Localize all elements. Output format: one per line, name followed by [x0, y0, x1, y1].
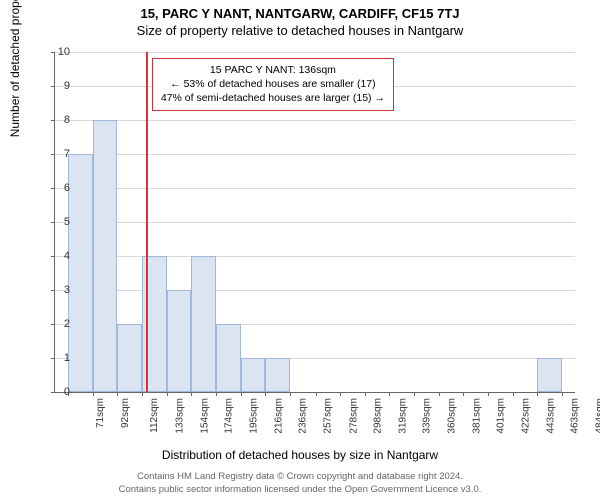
y-tick-label: 4: [40, 250, 70, 262]
y-tick-label: 1: [40, 352, 70, 364]
footer-line-2: Contains public sector information licen…: [0, 484, 600, 496]
x-tick-mark: [513, 392, 514, 396]
x-tick-label: 443sqm: [545, 398, 556, 434]
gridline: [55, 188, 575, 189]
x-tick-label: 257sqm: [323, 398, 334, 434]
x-tick-label: 339sqm: [421, 398, 432, 434]
annotation-line: 47% of semi-detached houses are larger (…: [161, 91, 385, 105]
chart-title-sub: Size of property relative to detached ho…: [0, 21, 600, 38]
x-tick-mark: [93, 392, 94, 396]
y-tick-label: 7: [40, 148, 70, 160]
x-tick-label: 319sqm: [397, 398, 408, 434]
x-tick-mark: [117, 392, 118, 396]
x-tick-mark: [537, 392, 538, 396]
x-tick-label: 112sqm: [149, 398, 160, 433]
y-tick-label: 2: [40, 318, 70, 330]
x-tick-mark: [241, 392, 242, 396]
histogram-bar: [537, 358, 562, 392]
x-tick-mark: [414, 392, 415, 396]
x-tick-label: 484sqm: [594, 398, 600, 434]
x-tick-label: 216sqm: [274, 398, 285, 434]
x-tick-mark: [167, 392, 168, 396]
reference-line: [146, 52, 148, 392]
histogram-bar: [241, 358, 265, 392]
footer-attribution: Contains HM Land Registry data © Crown c…: [0, 471, 600, 496]
y-tick-label: 10: [40, 46, 70, 58]
x-tick-mark: [265, 392, 266, 396]
x-tick-label: 195sqm: [249, 398, 260, 434]
plot-area: 71sqm92sqm112sqm133sqm154sqm174sqm195sqm…: [54, 52, 575, 393]
gridline: [55, 120, 575, 121]
histogram-bar: [117, 324, 142, 392]
x-tick-label: 360sqm: [446, 398, 457, 434]
x-tick-mark: [142, 392, 143, 396]
histogram-bar: [191, 256, 216, 392]
gridline: [55, 52, 575, 53]
histogram-bar: [167, 290, 191, 392]
y-tick-label: 5: [40, 216, 70, 228]
x-tick-mark: [340, 392, 341, 396]
y-tick-label: 3: [40, 284, 70, 296]
gridline: [55, 290, 575, 291]
gridline: [55, 222, 575, 223]
histogram-bar: [265, 358, 290, 392]
x-tick-label: 133sqm: [175, 398, 186, 434]
x-tick-mark: [389, 392, 390, 396]
x-tick-label: 92sqm: [120, 398, 131, 428]
x-tick-label: 236sqm: [298, 398, 309, 434]
x-tick-label: 154sqm: [200, 398, 211, 434]
histogram-bar: [216, 324, 241, 392]
y-axis-label: Number of detached properties: [8, 0, 22, 137]
y-tick-label: 8: [40, 114, 70, 126]
histogram-bar: [68, 154, 93, 392]
annotation-line: ← 53% of detached houses are smaller (17…: [161, 77, 385, 91]
x-tick-mark: [290, 392, 291, 396]
x-tick-label: 422sqm: [520, 398, 531, 434]
annotation-box: 15 PARC Y NANT: 136sqm← 53% of detached …: [152, 58, 394, 111]
footer-line-1: Contains HM Land Registry data © Crown c…: [0, 471, 600, 483]
x-tick-label: 71sqm: [95, 398, 106, 428]
x-tick-mark: [488, 392, 489, 396]
x-tick-label: 174sqm: [224, 398, 235, 434]
chart-title-main: 15, PARC Y NANT, NANTGARW, CARDIFF, CF15…: [0, 0, 600, 21]
gridline: [55, 256, 575, 257]
x-tick-mark: [439, 392, 440, 396]
y-tick-label: 9: [40, 80, 70, 92]
annotation-line: 15 PARC Y NANT: 136sqm: [161, 63, 385, 77]
x-tick-mark: [463, 392, 464, 396]
x-tick-label: 401sqm: [495, 398, 506, 434]
x-tick-label: 463sqm: [569, 398, 580, 434]
chart-container: 15, PARC Y NANT, NANTGARW, CARDIFF, CF15…: [0, 0, 600, 500]
x-tick-label: 381sqm: [471, 398, 482, 434]
x-tick-label: 298sqm: [372, 398, 383, 434]
gridline: [55, 154, 575, 155]
y-tick-label: 0: [40, 386, 70, 398]
x-tick-mark: [562, 392, 563, 396]
x-tick-mark: [216, 392, 217, 396]
x-tick-label: 278sqm: [348, 398, 359, 434]
x-axis-label: Distribution of detached houses by size …: [0, 448, 600, 462]
x-tick-mark: [365, 392, 366, 396]
x-tick-mark: [191, 392, 192, 396]
histogram-bar: [93, 120, 117, 392]
y-tick-label: 6: [40, 182, 70, 194]
x-tick-mark: [316, 392, 317, 396]
